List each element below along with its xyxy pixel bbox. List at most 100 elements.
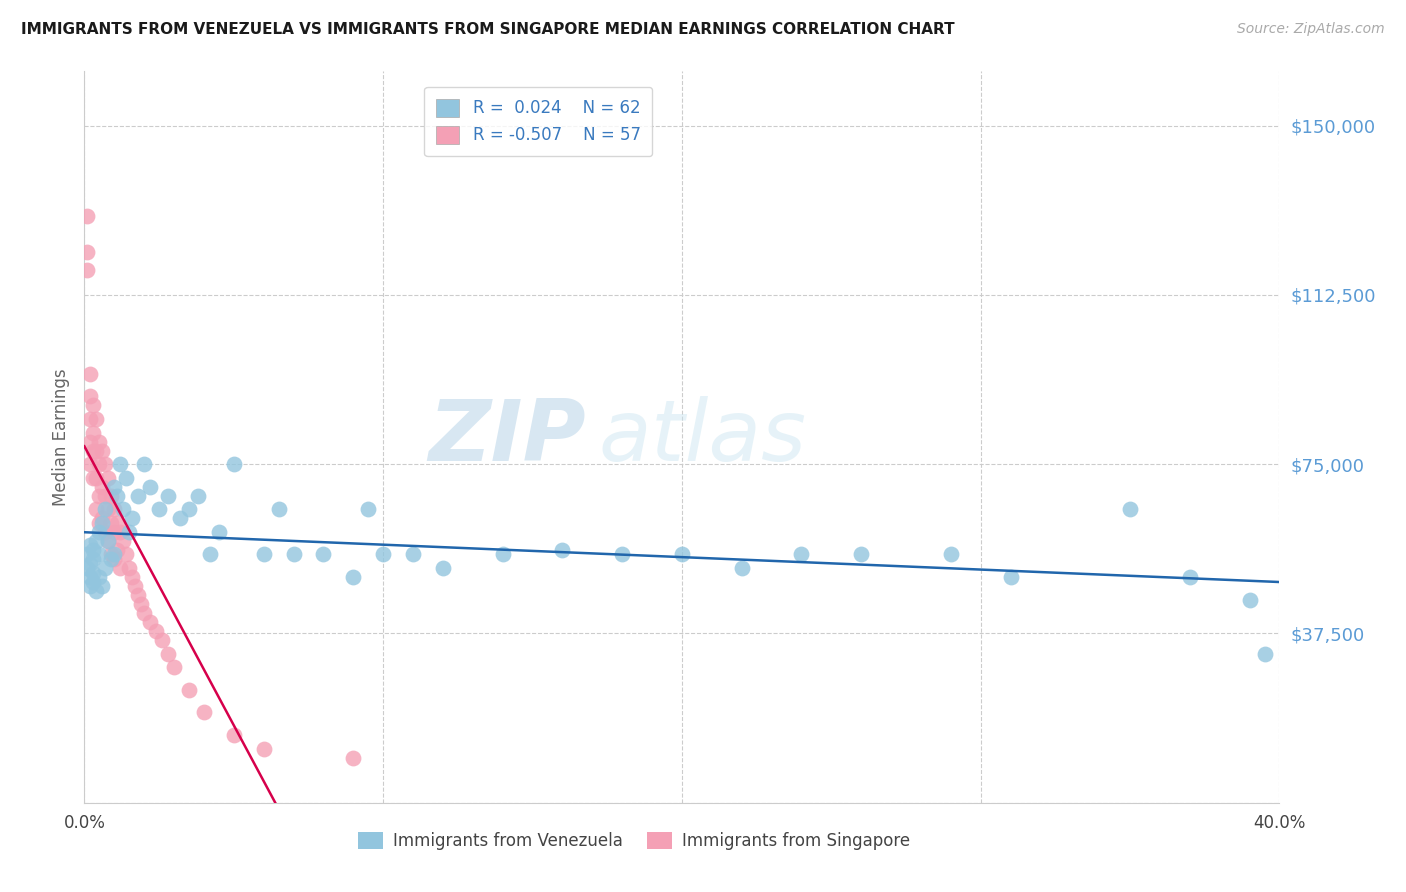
Point bbox=[86, 471, 108, 485]
Point bbox=[1119, 502, 1142, 516]
Point bbox=[103, 480, 125, 494]
Point bbox=[82, 471, 104, 485]
Point bbox=[163, 660, 186, 674]
Point bbox=[115, 548, 138, 562]
Point bbox=[208, 524, 231, 539]
Point bbox=[157, 489, 180, 503]
Point bbox=[110, 457, 132, 471]
Point bbox=[187, 489, 209, 503]
Point bbox=[82, 543, 104, 558]
Point bbox=[103, 548, 125, 562]
Point bbox=[222, 457, 245, 471]
Point bbox=[79, 389, 101, 403]
Point bbox=[112, 533, 135, 548]
Point bbox=[100, 489, 122, 503]
Point bbox=[193, 706, 215, 720]
Point bbox=[86, 443, 108, 458]
Point bbox=[103, 502, 125, 516]
Point bbox=[148, 502, 170, 516]
Point bbox=[82, 566, 104, 580]
Point bbox=[86, 583, 108, 598]
Point bbox=[89, 434, 111, 449]
Point bbox=[89, 548, 111, 562]
Point bbox=[76, 548, 98, 562]
Point bbox=[1000, 570, 1022, 584]
Point bbox=[91, 480, 114, 494]
Point bbox=[91, 516, 114, 530]
Point bbox=[89, 457, 111, 471]
Point bbox=[91, 443, 114, 458]
Text: IMMIGRANTS FROM VENEZUELA VS IMMIGRANTS FROM SINGAPORE MEDIAN EARNINGS CORRELATI: IMMIGRANTS FROM VENEZUELA VS IMMIGRANTS … bbox=[21, 22, 955, 37]
Point bbox=[551, 543, 574, 558]
Point bbox=[79, 434, 101, 449]
Point bbox=[86, 533, 108, 548]
Text: Source: ZipAtlas.com: Source: ZipAtlas.com bbox=[1237, 22, 1385, 37]
Point bbox=[89, 524, 111, 539]
Point bbox=[76, 244, 98, 259]
Point bbox=[342, 750, 364, 764]
Point bbox=[97, 471, 120, 485]
Point bbox=[1253, 647, 1275, 661]
Point bbox=[91, 511, 114, 525]
Point bbox=[79, 367, 101, 381]
Point bbox=[103, 524, 125, 539]
Point bbox=[100, 548, 122, 562]
Point bbox=[79, 412, 101, 426]
Point bbox=[79, 457, 101, 471]
Point bbox=[612, 548, 634, 562]
Point bbox=[492, 548, 515, 562]
Point bbox=[105, 543, 128, 558]
Point bbox=[86, 412, 108, 426]
Point bbox=[939, 548, 962, 562]
Point bbox=[253, 741, 276, 756]
Point bbox=[402, 548, 425, 562]
Point bbox=[145, 624, 167, 639]
Point bbox=[79, 570, 101, 584]
Point bbox=[222, 728, 245, 742]
Point bbox=[105, 489, 128, 503]
Point bbox=[76, 209, 98, 223]
Point bbox=[1239, 592, 1261, 607]
Point bbox=[124, 579, 146, 593]
Point bbox=[139, 480, 162, 494]
Point bbox=[89, 516, 111, 530]
Point bbox=[79, 557, 101, 571]
Point bbox=[110, 524, 132, 539]
Point bbox=[94, 561, 117, 575]
Point bbox=[82, 425, 104, 440]
Point bbox=[267, 502, 290, 516]
Point bbox=[127, 489, 149, 503]
Point bbox=[731, 561, 754, 575]
Point bbox=[94, 489, 117, 503]
Point bbox=[91, 579, 114, 593]
Point bbox=[121, 511, 143, 525]
Point bbox=[121, 570, 143, 584]
Point bbox=[94, 457, 117, 471]
Point bbox=[283, 548, 305, 562]
Text: atlas: atlas bbox=[599, 395, 806, 479]
Point bbox=[94, 502, 117, 516]
Point bbox=[851, 548, 873, 562]
Point bbox=[129, 597, 152, 611]
Point bbox=[79, 579, 101, 593]
Point bbox=[432, 561, 454, 575]
Point bbox=[94, 524, 117, 539]
Point bbox=[132, 606, 156, 620]
Point bbox=[110, 561, 132, 575]
Point bbox=[177, 502, 200, 516]
Point bbox=[79, 538, 101, 552]
Point bbox=[373, 548, 395, 562]
Point bbox=[342, 570, 364, 584]
Point bbox=[127, 588, 149, 602]
Point bbox=[82, 574, 104, 589]
Point bbox=[97, 533, 120, 548]
Y-axis label: Median Earnings: Median Earnings bbox=[52, 368, 70, 506]
Point bbox=[105, 516, 128, 530]
Point bbox=[671, 548, 693, 562]
Point bbox=[97, 502, 120, 516]
Point bbox=[312, 548, 335, 562]
Point bbox=[86, 502, 108, 516]
Point bbox=[82, 552, 104, 566]
Point bbox=[157, 647, 180, 661]
Point bbox=[118, 524, 141, 539]
